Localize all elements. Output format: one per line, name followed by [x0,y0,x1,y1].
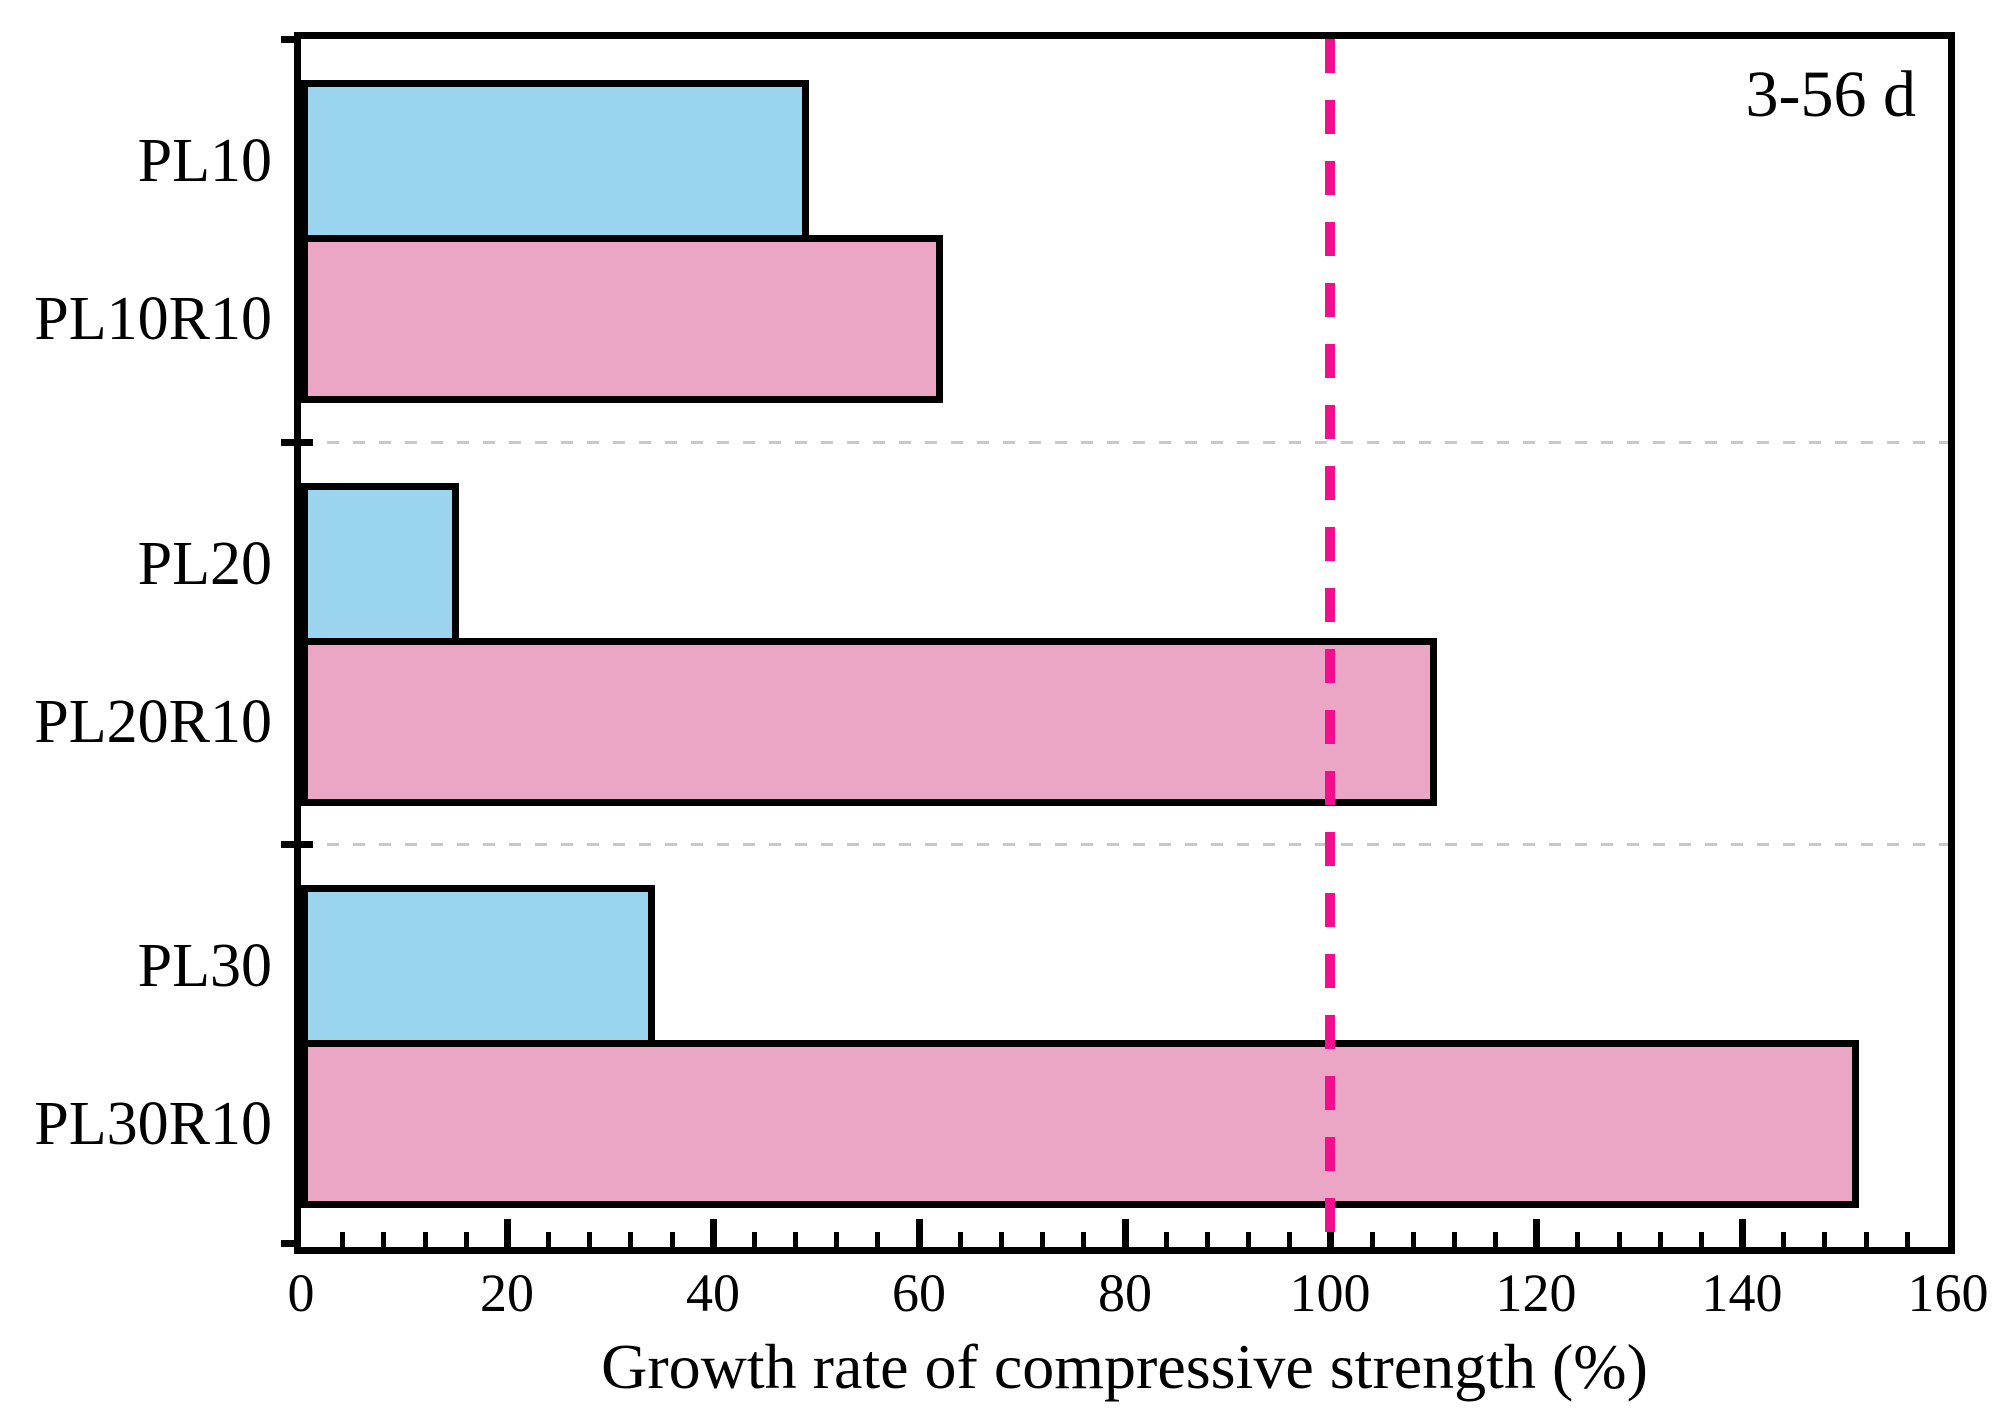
bar-PL20 [301,483,459,645]
bar-PL10R10 [301,235,943,403]
x-axis-tick-label: 80 [1098,1263,1152,1323]
x-axis-minor-tick [1452,1232,1457,1247]
reference-line-100-percent [1325,39,1335,1247]
plot-area: 3-56 d [281,32,1955,1254]
bar-PL30 [301,885,655,1047]
y-axis-label-PL30R10: PL30R10 [34,1090,272,1158]
x-axis-tick-label: 140 [1701,1263,1783,1323]
x-axis-tick-label: 160 [1907,1263,1989,1323]
y-axis-tick [281,841,313,848]
group-separator-gridline [301,843,1948,846]
y-axis-label-PL20R10: PL20R10 [34,688,272,756]
x-axis-minor-tick [1781,1232,1786,1247]
x-axis-tick-label: 100 [1289,1263,1371,1323]
x-axis-minor-tick [1617,1232,1622,1247]
x-axis-tick-label: 20 [480,1263,534,1323]
bar-PL10 [301,80,809,242]
y-axis-tick [281,439,313,446]
x-axis-minor-tick [546,1232,551,1247]
group-separator-gridline [301,441,1948,444]
x-axis-minor-tick [340,1232,345,1247]
y-axis-label-PL10R10: PL10R10 [34,285,272,353]
x-axis-minor-tick [423,1232,428,1247]
x-axis-minor-tick [1864,1232,1869,1247]
x-axis-minor-tick [1699,1232,1704,1247]
x-axis-minor-tick [587,1232,592,1247]
x-axis-minor-tick [1246,1232,1251,1247]
x-axis-major-tick [1739,1219,1746,1247]
x-axis-minor-tick [793,1232,798,1247]
x-axis-minor-tick [1370,1232,1375,1247]
x-axis-minor-tick [1493,1232,1498,1247]
y-axis-label-PL30: PL30 [137,932,272,1000]
x-axis-major-tick [710,1219,717,1247]
x-axis-minor-tick [1822,1232,1827,1247]
x-axis-minor-tick [1411,1232,1416,1247]
x-axis-minor-tick [381,1232,386,1247]
x-axis-minor-tick [999,1232,1004,1247]
x-axis-tick-label: 120 [1495,1263,1577,1323]
y-axis-label-PL20: PL20 [137,530,272,598]
x-axis-minor-tick [1040,1232,1045,1247]
x-axis-minor-tick [1205,1232,1210,1247]
x-axis-minor-tick [1164,1232,1169,1247]
y-axis-label-PL10: PL10 [137,127,272,195]
x-axis-minor-tick [752,1232,757,1247]
x-axis-minor-tick [1575,1232,1580,1247]
x-axis-major-tick [1533,1219,1540,1247]
x-axis-tick-label: 0 [287,1263,315,1323]
x-axis-major-tick [1122,1219,1129,1247]
x-axis-title: Growth rate of compressive strength (%) [601,1331,1648,1402]
x-axis-minor-tick [1905,1232,1910,1247]
x-axis-tick-label: 60 [892,1263,946,1323]
x-axis-minor-tick [875,1232,880,1247]
x-axis-tick-label: 40 [686,1263,740,1323]
annotation-age-range: 3-56 d [1745,58,1916,131]
y-axis-end-tick [281,1240,294,1247]
x-axis-minor-tick [670,1232,675,1247]
x-axis-minor-tick [834,1232,839,1247]
x-axis-minor-tick [464,1232,469,1247]
bar-PL20R10 [301,638,1437,806]
x-axis-minor-tick [958,1232,963,1247]
x-axis-minor-tick [1658,1232,1663,1247]
x-axis-major-tick [504,1219,511,1247]
x-axis-major-tick [916,1219,923,1247]
x-axis-minor-tick [1287,1232,1292,1247]
x-axis-minor-tick [1081,1232,1086,1247]
y-axis-end-tick [281,36,294,43]
x-axis-minor-tick [628,1232,633,1247]
bar-PL30R10 [301,1040,1859,1208]
